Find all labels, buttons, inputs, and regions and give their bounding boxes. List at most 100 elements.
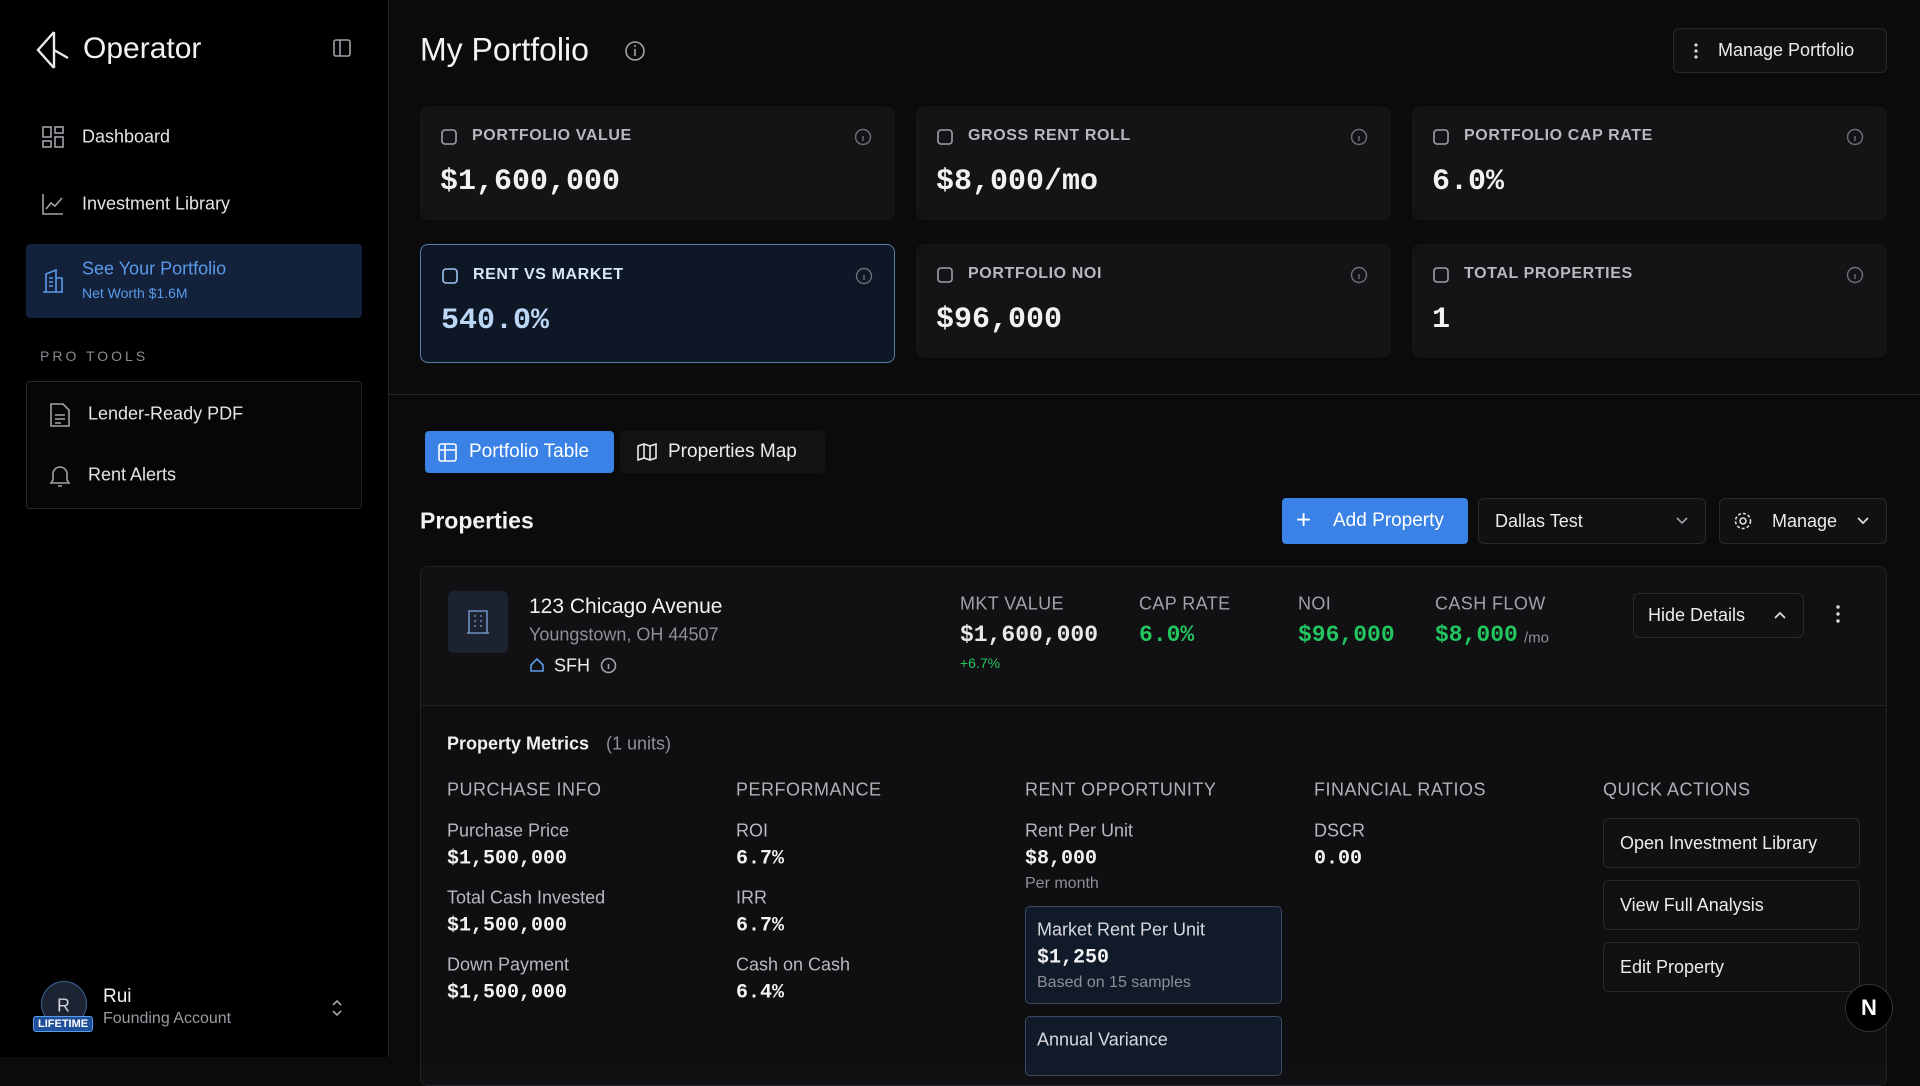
- column-title: QUICK ACTIONS: [1603, 779, 1751, 800]
- tool-item[interactable]: Rent Alerts: [88, 464, 177, 485]
- button-label: Edit Property: [1620, 956, 1725, 977]
- more-button[interactable]: [1834, 604, 1842, 624]
- user-role: Founding Account: [103, 1010, 232, 1027]
- info-icon: [1350, 128, 1368, 146]
- button-label: Hide Details: [1648, 605, 1746, 625]
- page-title: My Portfolio: [420, 31, 589, 68]
- stat-icon: [1433, 267, 1449, 283]
- stat-value: 1: [1432, 303, 1451, 337]
- manage-button[interactable]: Manage: [1719, 498, 1887, 544]
- item-label: Purchase Price: [447, 820, 570, 841]
- item-note: Based on 15 samples: [1037, 974, 1191, 991]
- action-button[interactable]: Edit Property: [1603, 942, 1860, 992]
- column-title: RENT OPPORTUNITY: [1025, 779, 1217, 800]
- nav-item[interactable]: Investment Library: [82, 193, 231, 214]
- tool-icon: [50, 403, 70, 427]
- property-name[interactable]: 123 Chicago Avenue: [529, 595, 723, 618]
- button-label: Manage: [1772, 510, 1838, 531]
- column-title: PURCHASE INFO: [447, 779, 602, 800]
- info-icon: [1846, 128, 1864, 146]
- item-label: Cash on Cash: [736, 954, 851, 975]
- chevron: [1857, 517, 1869, 525]
- info-icon: [625, 41, 645, 61]
- item-value: $1,500,000: [447, 847, 568, 871]
- item-label: Down Payment: [447, 954, 570, 975]
- stat-label: RENT VS MARKET: [473, 266, 624, 283]
- action-button[interactable]: Open Investment Library: [1603, 818, 1860, 868]
- plan-badge: LIFETIME: [33, 1016, 94, 1032]
- metric-value: $8,000: [1435, 622, 1518, 648]
- plus-icon: +: [1296, 504, 1312, 535]
- stat-label: GROSS RENT ROLL: [968, 127, 1131, 144]
- item-value: 6.7%: [736, 914, 785, 938]
- collapse-button[interactable]: [333, 39, 351, 57]
- stat-label: PORTFOLIO VALUE: [472, 127, 632, 144]
- metric-label: CASH FLOW: [1435, 593, 1546, 614]
- stat-card: PORTFOLIO VALUE $1,600,000: [420, 106, 895, 220]
- tool-item[interactable]: Lender-Ready PDF: [88, 403, 244, 424]
- nav-icon: [42, 194, 63, 215]
- item-note: Per month: [1025, 875, 1099, 892]
- market-rent-box: [1025, 906, 1282, 1004]
- stat-value: 6.0%: [1432, 165, 1505, 199]
- user-name: Rui: [103, 986, 132, 1007]
- section-label: PRO TOOLS: [40, 348, 149, 364]
- metric-label: CAP RATE: [1139, 593, 1231, 614]
- stat-label: PORTFOLIO CAP RATE: [1464, 127, 1653, 144]
- hide-details-button[interactable]: Hide Details: [1633, 593, 1804, 638]
- tab[interactable]: [620, 431, 825, 473]
- metric-value: $1,600,000: [960, 622, 1099, 648]
- info-icon: [1350, 266, 1368, 284]
- dev-badge[interactable]: N: [1845, 984, 1893, 1032]
- stat-value: 540.0%: [441, 304, 550, 338]
- item-value: $1,250: [1037, 946, 1110, 970]
- item-label: Total Cash Invested: [447, 887, 606, 908]
- metric-unit: /mo: [1524, 629, 1550, 647]
- stat-icon: [937, 267, 953, 283]
- item-value: $1,500,000: [447, 981, 568, 1005]
- action-button[interactable]: View Full Analysis: [1603, 880, 1860, 930]
- user-menu[interactable]: [330, 998, 344, 1018]
- stat-icon: [441, 129, 457, 145]
- details-heading: Property Metrics: [447, 733, 590, 754]
- item-value: $8,000: [1025, 847, 1098, 871]
- property-address: Youngstown, OH 44507: [529, 624, 719, 645]
- stat-icon: [937, 129, 953, 145]
- nav-item[interactable]: See Your Portfolio: [82, 258, 227, 279]
- select-value: Dallas Test: [1495, 510, 1583, 531]
- info-icon: [855, 267, 873, 285]
- logo-icon: [36, 31, 69, 69]
- unit-count: (1 units): [606, 733, 672, 754]
- tools-panel: [26, 381, 362, 509]
- chevron: [1676, 517, 1688, 525]
- stat-value: $96,000: [936, 303, 1063, 337]
- tab-label[interactable]: Properties Map: [668, 441, 797, 462]
- item-label: DSCR: [1314, 820, 1366, 841]
- gear-icon: [1734, 512, 1752, 530]
- divider: [388, 394, 1920, 395]
- item-value: 6.7%: [736, 847, 785, 871]
- metric-label: MKT VALUE: [960, 593, 1064, 614]
- portfolio-select[interactable]: Dallas Test: [1478, 498, 1706, 544]
- home-icon: [530, 657, 544, 672]
- add-property-button[interactable]: [1282, 498, 1468, 544]
- tab-label[interactable]: Portfolio Table: [469, 441, 590, 462]
- stat-card: PORTFOLIO NOI $96,000: [916, 244, 1391, 358]
- stat-card: GROSS RENT ROLL $8,000/mo: [916, 106, 1391, 220]
- section-title: Properties: [420, 507, 534, 534]
- item-value: 0.00: [1314, 847, 1363, 871]
- button-label[interactable]: Add Property: [1333, 510, 1444, 531]
- tool-icon: [49, 466, 71, 487]
- stat-card: TOTAL PROPERTIES 1: [1412, 244, 1887, 358]
- metric-change: +6.7%: [960, 655, 1001, 671]
- manage-portfolio-button[interactable]: Manage Portfolio: [1673, 28, 1887, 73]
- sidebar: Operator Dashboard Investment Library Se…: [0, 0, 389, 1057]
- tab-icon: [438, 443, 457, 462]
- property-icon-box: [448, 591, 508, 653]
- item-label: Annual Variance: [1037, 1029, 1168, 1050]
- nav-item[interactable]: Dashboard: [82, 126, 171, 147]
- button-label: Open Investment Library: [1620, 832, 1818, 853]
- active-nav[interactable]: [26, 244, 362, 318]
- menu-icon: [1694, 43, 1698, 59]
- nav-icon: [43, 269, 63, 293]
